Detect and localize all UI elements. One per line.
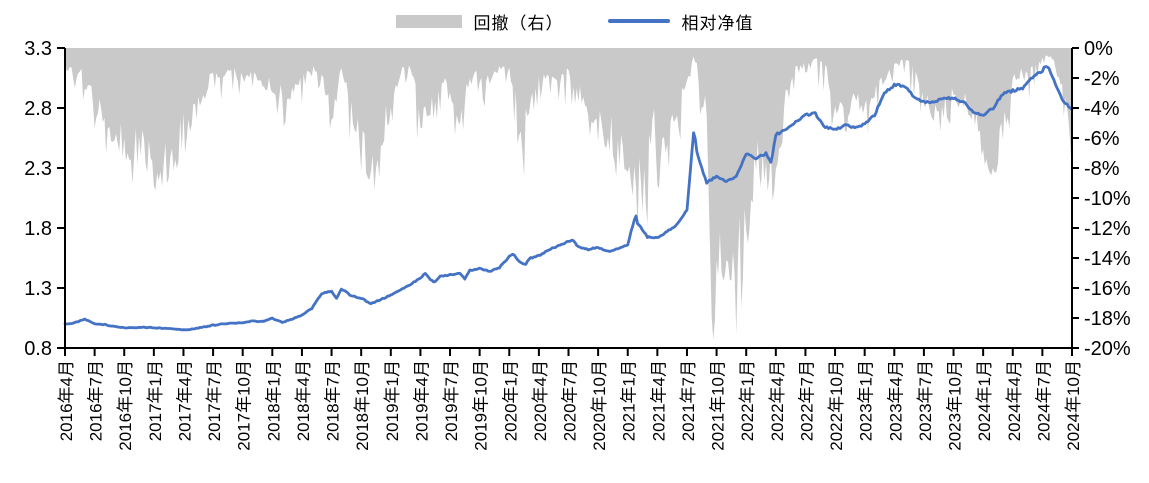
legend: 回撤（右） 相对净值 <box>0 8 1149 34</box>
x-axis-label: 2023年4月 <box>886 360 905 441</box>
x-axis-label: 2021年10月 <box>709 360 728 451</box>
x-axis-label: 2017年7月 <box>205 360 224 441</box>
x-axis-label: 2018年10月 <box>353 360 372 451</box>
x-axis-label: 2019年10月 <box>472 360 491 451</box>
x-axis-label: 2022年1月 <box>738 360 757 441</box>
right-axis-label: 0% <box>1084 38 1113 60</box>
right-axis-label: -2% <box>1084 68 1120 90</box>
legend-swatch-drawdown-icon <box>395 14 462 28</box>
x-axis-label: 2024年1月 <box>975 360 994 441</box>
right-axis-label: -8% <box>1084 158 1120 180</box>
legend-label-nav: 相对净值 <box>681 13 754 33</box>
x-axis-label: 2023年1月 <box>857 360 876 441</box>
x-axis-label: 2021年1月 <box>620 360 639 441</box>
left-axis-label: 1.8 <box>24 218 52 240</box>
x-axis-label: 2019年4月 <box>412 360 431 441</box>
right-axis-label: -4% <box>1084 98 1120 120</box>
x-axis-label: 2017年10月 <box>235 360 254 451</box>
left-axis-label: 3.3 <box>24 38 52 60</box>
x-axis-label: 2017年4月 <box>175 360 194 441</box>
drawdown-area <box>65 48 1072 340</box>
legend-swatch-nav-icon <box>607 19 670 23</box>
right-axis-label: -10% <box>1084 188 1131 210</box>
x-axis-label: 2024年4月 <box>1005 360 1024 441</box>
x-axis-label: 2017年1月 <box>146 360 165 441</box>
x-axis-label: 2018年4月 <box>294 360 313 441</box>
x-axis-label: 2021年7月 <box>679 360 698 441</box>
x-axis-label: 2021年4月 <box>649 360 668 441</box>
x-axis-label: 2019年7月 <box>442 360 461 441</box>
left-axis-label: 2.8 <box>24 98 52 120</box>
x-axis-label: 2020年10月 <box>590 360 609 451</box>
x-axis-label: 2016年4月 <box>57 360 76 441</box>
right-axis-label: -20% <box>1084 338 1131 360</box>
x-axis-label: 2020年1月 <box>501 360 520 441</box>
x-axis-label: 2022年7月 <box>797 360 816 441</box>
x-axis-label: 2018年1月 <box>264 360 283 441</box>
axes: 3.3 2.8 2.3 1.8 1.3 0.8 0% -2% -4% -6% -8% -10% -12%… <box>24 38 1131 451</box>
legend-item-drawdown: 回撤（右） <box>395 9 564 34</box>
x-axis-label: 2024年7月 <box>1034 360 1053 441</box>
right-axis-label: -18% <box>1084 308 1131 330</box>
x-axis-label: 2016年10月 <box>116 360 135 451</box>
x-axis-label: 2020年4月 <box>531 360 550 441</box>
right-axis-label: -6% <box>1084 128 1120 150</box>
x-axis-label: 2022年4月 <box>768 360 787 441</box>
x-axis-label: 2023年7月 <box>916 360 935 441</box>
x-axis-label: 2016年7月 <box>87 360 106 441</box>
left-axis-label: 2.3 <box>24 158 52 180</box>
legend-item-nav: 相对净值 <box>607 9 754 34</box>
x-axis-label: 2020年7月 <box>561 360 580 441</box>
x-axis-label: 2018年7月 <box>324 360 343 441</box>
x-axis-label: 2022年10月 <box>827 360 846 451</box>
x-axis-label: 2019年1月 <box>383 360 402 441</box>
right-axis-label: -12% <box>1084 218 1131 240</box>
legend-label-drawdown: 回撤（右） <box>473 13 564 33</box>
nav-line <box>63 65 1074 332</box>
x-axis-label: 2023年10月 <box>946 360 965 451</box>
left-axis-label: 1.3 <box>24 278 52 300</box>
x-axis-label: 2024年10月 <box>1064 360 1083 451</box>
right-axis-label: -14% <box>1084 248 1131 270</box>
left-axis-label: 0.8 <box>24 338 52 360</box>
right-axis-label: -16% <box>1084 278 1131 300</box>
